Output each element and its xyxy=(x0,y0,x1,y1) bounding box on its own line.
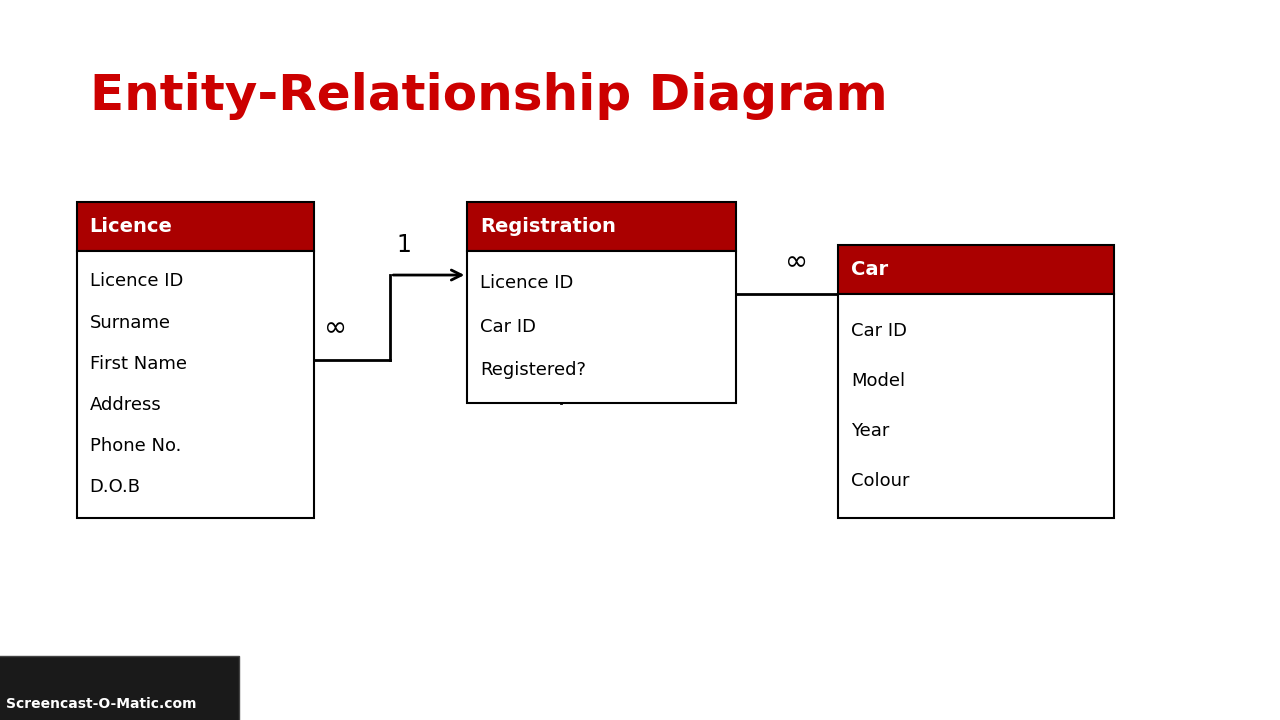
Text: Car: Car xyxy=(851,260,888,279)
Text: D.O.B: D.O.B xyxy=(90,479,141,497)
Bar xyxy=(467,202,736,251)
Text: Licence: Licence xyxy=(90,217,173,235)
Text: Car ID: Car ID xyxy=(480,318,536,336)
Text: Entity-Relationship Diagram: Entity-Relationship Diagram xyxy=(90,72,887,120)
Text: ∞: ∞ xyxy=(324,314,347,342)
Bar xyxy=(838,245,1114,294)
Bar xyxy=(467,251,736,403)
Text: Surname: Surname xyxy=(90,314,170,332)
Bar xyxy=(838,294,1114,518)
Text: Model: Model xyxy=(851,372,905,390)
Text: First Name: First Name xyxy=(90,355,187,373)
Text: Licence ID: Licence ID xyxy=(90,272,183,290)
Text: 1: 1 xyxy=(397,233,412,257)
Text: Car ID: Car ID xyxy=(851,323,908,341)
Bar xyxy=(77,251,314,518)
Text: Colour: Colour xyxy=(851,472,910,490)
Text: Year: Year xyxy=(851,422,890,440)
Text: Registration: Registration xyxy=(480,217,616,235)
Bar xyxy=(77,202,314,251)
Text: ∞: ∞ xyxy=(785,248,808,276)
Text: Licence ID: Licence ID xyxy=(480,274,573,292)
Text: Registered?: Registered? xyxy=(480,361,586,379)
Text: Address: Address xyxy=(90,396,161,414)
Text: Screencast-O-Matic.com: Screencast-O-Matic.com xyxy=(6,698,197,711)
Text: Phone No.: Phone No. xyxy=(90,437,180,455)
